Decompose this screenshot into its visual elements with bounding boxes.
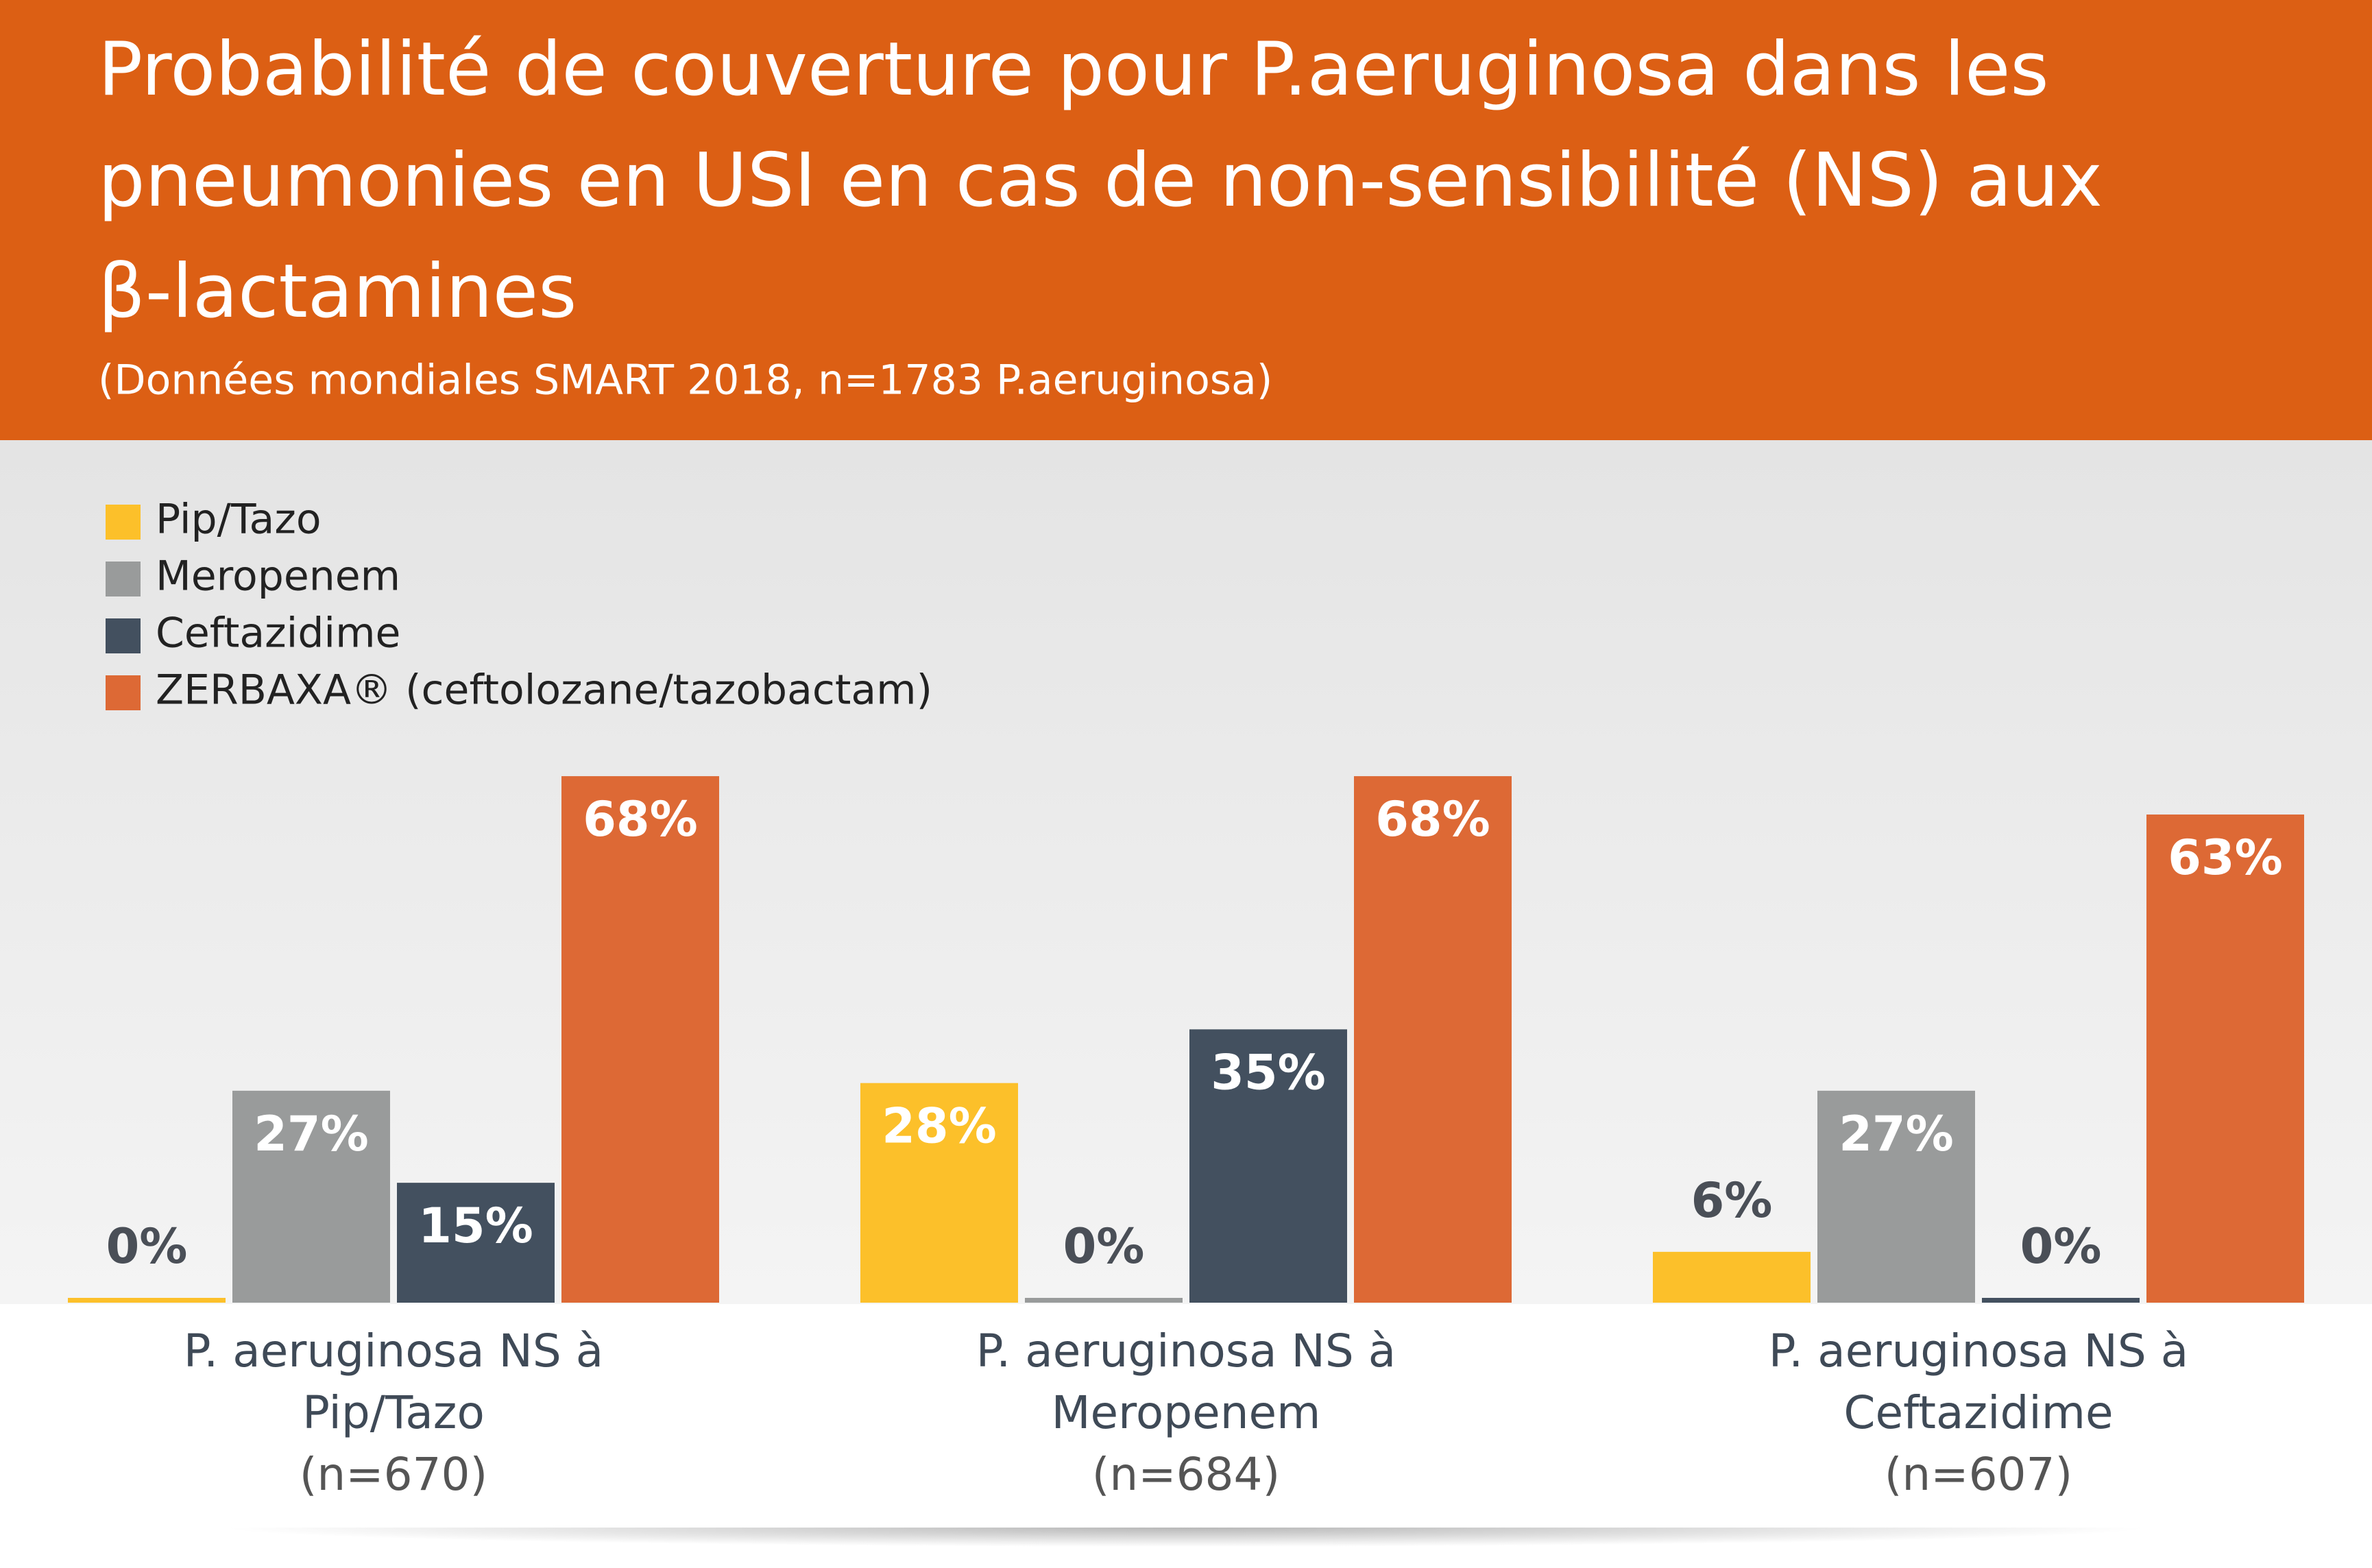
legend-label: ZERBAXA® (ceftolozane/tazobactam) xyxy=(156,666,932,714)
bar xyxy=(68,1298,226,1303)
value-label: 27% xyxy=(254,1106,369,1162)
chart-title: pneumonies en USI en cas de non-sensibil… xyxy=(98,138,2103,224)
x-tick-label: P. aeruginosa NS à xyxy=(976,1325,1396,1377)
bar xyxy=(1982,1298,2140,1303)
value-label: 28% xyxy=(882,1098,997,1155)
legend-label: Ceftazidime xyxy=(156,610,400,658)
bar xyxy=(561,776,719,1303)
bar xyxy=(2146,815,2304,1303)
chart-title: Probabilité de couverture pour P.aerugin… xyxy=(98,27,2049,112)
legend-swatch xyxy=(106,562,141,596)
bar xyxy=(397,1183,555,1303)
chart-title: β-lactamines xyxy=(98,249,577,335)
legend-swatch xyxy=(106,618,141,653)
plot-background xyxy=(0,440,2372,1304)
value-label: 0% xyxy=(2020,1218,2102,1275)
legend-swatch xyxy=(106,505,141,540)
value-label: 63% xyxy=(2168,830,2283,886)
value-label: 0% xyxy=(1063,1218,1145,1275)
x-tick-label: Pip/Tazo xyxy=(302,1386,485,1439)
value-label: 35% xyxy=(1211,1044,1326,1100)
bar xyxy=(1354,776,1512,1303)
bar xyxy=(232,1090,390,1303)
value-label: 15% xyxy=(418,1198,533,1254)
bar xyxy=(1817,1090,1975,1303)
x-tick-label: P. aeruginosa NS à xyxy=(184,1325,603,1377)
legend-swatch xyxy=(106,675,141,710)
x-tick-label: Meropenem xyxy=(1052,1386,1321,1439)
bar xyxy=(1025,1298,1183,1303)
value-label: 68% xyxy=(583,791,698,847)
x-tick-label: (n=684) xyxy=(1092,1448,1281,1501)
bar xyxy=(860,1083,1018,1303)
shadow-cover xyxy=(0,1505,2372,1528)
x-tick-label: (n=607) xyxy=(1885,1448,2073,1501)
value-label: 27% xyxy=(1839,1106,1954,1162)
legend-label: Meropenem xyxy=(156,553,400,601)
value-label: 0% xyxy=(106,1218,188,1275)
x-tick-label: P. aeruginosa NS à xyxy=(1769,1325,2188,1377)
x-tick-label: Ceftazidime xyxy=(1843,1386,2113,1439)
x-tick-label: (n=670) xyxy=(300,1448,488,1501)
value-label: 6% xyxy=(1691,1172,1773,1229)
legend-label: Pip/Tazo xyxy=(156,496,322,544)
value-label: 68% xyxy=(1375,791,1490,847)
bar xyxy=(1653,1251,1811,1303)
header xyxy=(0,0,2372,440)
chart-subtitle: (Données mondiales SMART 2018, n=1783 P.… xyxy=(98,357,1272,405)
bar xyxy=(1189,1029,1347,1303)
